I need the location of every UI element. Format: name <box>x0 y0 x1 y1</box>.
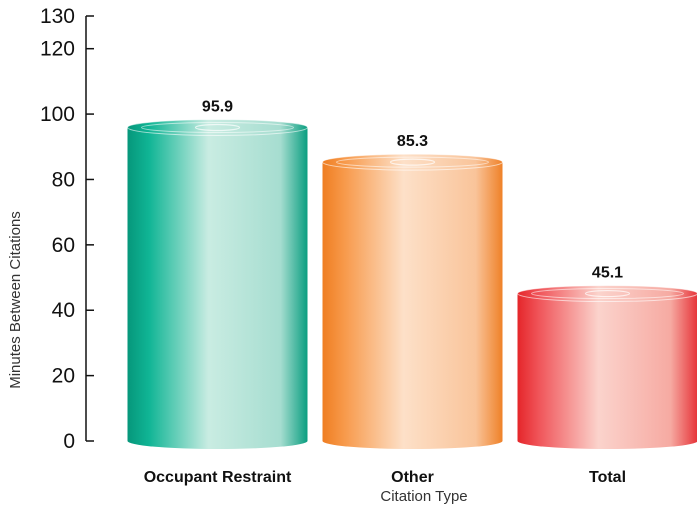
bar-top-cap <box>517 285 697 303</box>
bar-top-emblem <box>194 123 241 132</box>
bar-top-emblem <box>389 158 436 166</box>
y-axis-ticks: 0 20 40 60 80 100 120 130 <box>40 5 94 453</box>
bar-cylinder: 95.9 Occupant Restraint <box>127 98 308 486</box>
y-tick-label: 80 <box>52 168 75 191</box>
y-tick-label: 120 <box>40 38 75 61</box>
x-category-label: Occupant Restraint <box>144 469 292 486</box>
y-tick-label: 100 <box>40 103 75 126</box>
bar-body <box>517 293 697 449</box>
bar-cylinder: 45.1 Total <box>517 265 697 486</box>
x-category-label: Other <box>391 469 434 486</box>
bar-top-emblem <box>584 289 631 298</box>
bar-top-ring <box>141 121 294 133</box>
bar-body <box>322 162 503 449</box>
y-axis-title: Minutes Between Citations <box>7 211 24 389</box>
y-tick-label: 0 <box>63 430 75 453</box>
y-tick-label: 130 <box>40 5 75 28</box>
bar-value-label: 95.9 <box>202 98 233 115</box>
bar-value-label: 45.1 <box>592 265 623 282</box>
y-tick-label: 60 <box>52 234 75 257</box>
bar-top-ring <box>336 156 489 168</box>
y-tick-label: 40 <box>52 299 75 322</box>
bar-top-cap <box>322 153 503 171</box>
bar-cylinder: 85.3 Other <box>322 133 503 486</box>
bar-value-label: 85.3 <box>397 133 428 150</box>
bar-top-cap <box>127 118 308 136</box>
bar-top-ring <box>531 288 684 300</box>
bar-body <box>127 127 308 449</box>
bars: 95.9 Occupant Restraint 85.3 Other 45.1 Total <box>127 98 697 486</box>
x-axis-title: Citation Type <box>380 488 467 505</box>
x-category-label: Total <box>589 469 626 486</box>
y-tick-label: 20 <box>52 365 75 388</box>
